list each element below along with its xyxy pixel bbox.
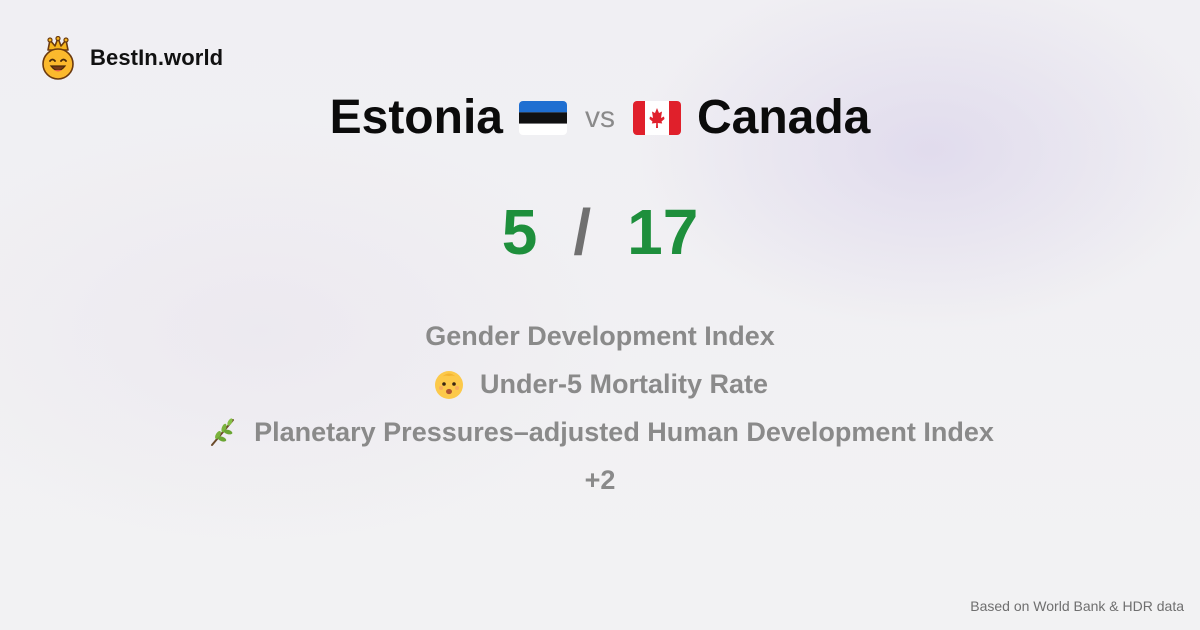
metric-item[interactable]: Gender Development Index — [425, 312, 775, 360]
right-country-name[interactable]: Canada — [696, 91, 871, 144]
smiling-crown-face-icon — [42, 36, 74, 80]
vs-label: vs — [584, 101, 615, 134]
data-source-note: Based on World Bank & HDR data — [970, 598, 1184, 614]
metric-item[interactable]: Planetary Pressures–adjusted Human Devel… — [206, 408, 994, 456]
left-score: 5 — [501, 196, 538, 268]
metric-label: Under-5 Mortality Rate — [479, 368, 769, 399]
left-country-name[interactable]: Estonia — [329, 91, 503, 144]
more-label: +2 — [584, 464, 616, 495]
brand[interactable]: BestIn.world — [38, 36, 223, 80]
estonia-flag-icon — [518, 101, 567, 135]
canada-flag-icon — [632, 101, 681, 135]
brand-name: BestIn.world — [90, 45, 224, 70]
more-metrics-count[interactable]: +2 — [585, 456, 616, 504]
right-score: 17 — [627, 196, 699, 268]
metric-item[interactable]: Under-5 Mortality Rate — [432, 360, 768, 408]
metric-label: Gender Development Index — [425, 320, 775, 351]
metric-label: Planetary Pressures–adjusted Human Devel… — [254, 416, 994, 447]
score: 5 / 17 — [0, 192, 1200, 272]
comparison-title: Estonia vs Canada — [0, 88, 1200, 148]
herb-icon — [211, 418, 235, 446]
baby-face-icon — [434, 371, 463, 399]
score-separator: / — [573, 196, 592, 268]
metric-list: Gender Development Index Under-5 Mortali… — [0, 312, 1200, 504]
